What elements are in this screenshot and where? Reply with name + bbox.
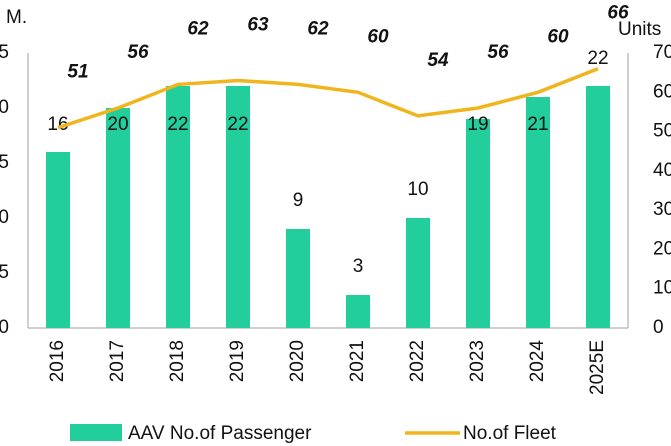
bar-value-label: 22 bbox=[167, 114, 188, 135]
x-tick-label: 2019 bbox=[227, 340, 248, 382]
bar bbox=[526, 97, 550, 328]
x-tick-label: 2022 bbox=[407, 340, 428, 382]
y-tick-label: 20 bbox=[0, 97, 9, 118]
bar-value-label: 21 bbox=[527, 114, 548, 135]
bar bbox=[346, 295, 370, 328]
y2-tick-label: 0 bbox=[653, 317, 664, 338]
line-value-label: 56 bbox=[487, 42, 509, 63]
line-value-label: 54 bbox=[427, 50, 449, 71]
x-tick-label: 2023 bbox=[467, 340, 488, 382]
line-value-label: 62 bbox=[187, 18, 209, 39]
x-tick-label: 2016 bbox=[47, 340, 68, 382]
y-tick-label: 15 bbox=[0, 152, 9, 173]
line-value-label: 56 bbox=[127, 42, 149, 63]
x-tick-label: 2017 bbox=[107, 340, 128, 382]
line-value-label: 66 bbox=[607, 3, 629, 24]
bar bbox=[226, 86, 250, 328]
bar-value-label: 22 bbox=[587, 48, 608, 69]
x-tick-label: 2021 bbox=[347, 340, 368, 382]
y2-tick-label: 70 bbox=[653, 42, 671, 63]
x-tick-label: 2025E bbox=[587, 340, 608, 395]
bar-value-label: 10 bbox=[407, 179, 428, 200]
y-axis-label: M. bbox=[6, 7, 27, 28]
y2-tick-label: 20 bbox=[653, 238, 671, 259]
y-tick-label: 0 bbox=[0, 317, 9, 338]
line-value-label: 60 bbox=[367, 26, 389, 47]
y-tick-label: 25 bbox=[0, 42, 9, 63]
y2-tick-label: 30 bbox=[653, 199, 671, 220]
bar-value-label: 19 bbox=[467, 114, 488, 135]
bar bbox=[286, 229, 310, 328]
bar bbox=[466, 119, 490, 328]
y2-axis-label: Units bbox=[618, 19, 661, 40]
bar-value-label: 22 bbox=[227, 114, 248, 135]
line-value-label: 62 bbox=[307, 18, 329, 39]
legend-label: AAV No.of Passenger bbox=[128, 423, 312, 444]
bar-value-label: 9 bbox=[293, 190, 304, 211]
line bbox=[57, 67, 599, 130]
y2-tick-label: 40 bbox=[653, 160, 671, 181]
x-tick-label: 2020 bbox=[287, 340, 308, 382]
x-tick-label: 2018 bbox=[167, 340, 188, 382]
bar bbox=[406, 218, 430, 328]
line-value-label: 63 bbox=[247, 15, 269, 36]
y2-tick-label: 60 bbox=[653, 81, 671, 102]
legend-label: No.of Fleet bbox=[463, 423, 557, 444]
bar-value-label: 3 bbox=[353, 256, 364, 277]
bar bbox=[586, 86, 610, 328]
x-tick-label: 2024 bbox=[527, 340, 548, 383]
bar bbox=[166, 86, 190, 328]
bar bbox=[46, 152, 70, 328]
bar bbox=[106, 108, 130, 328]
bar-value-label: 16 bbox=[47, 114, 68, 135]
bar-value-label: 20 bbox=[107, 114, 128, 135]
line-value-label: 51 bbox=[67, 62, 88, 83]
line-value-label: 60 bbox=[547, 26, 569, 47]
legend-swatch bbox=[70, 424, 122, 441]
y2-tick-label: 10 bbox=[653, 278, 671, 299]
y-tick-label: 10 bbox=[0, 207, 9, 228]
y2-tick-label: 50 bbox=[653, 121, 671, 142]
y-tick-label: 5 bbox=[0, 262, 9, 283]
